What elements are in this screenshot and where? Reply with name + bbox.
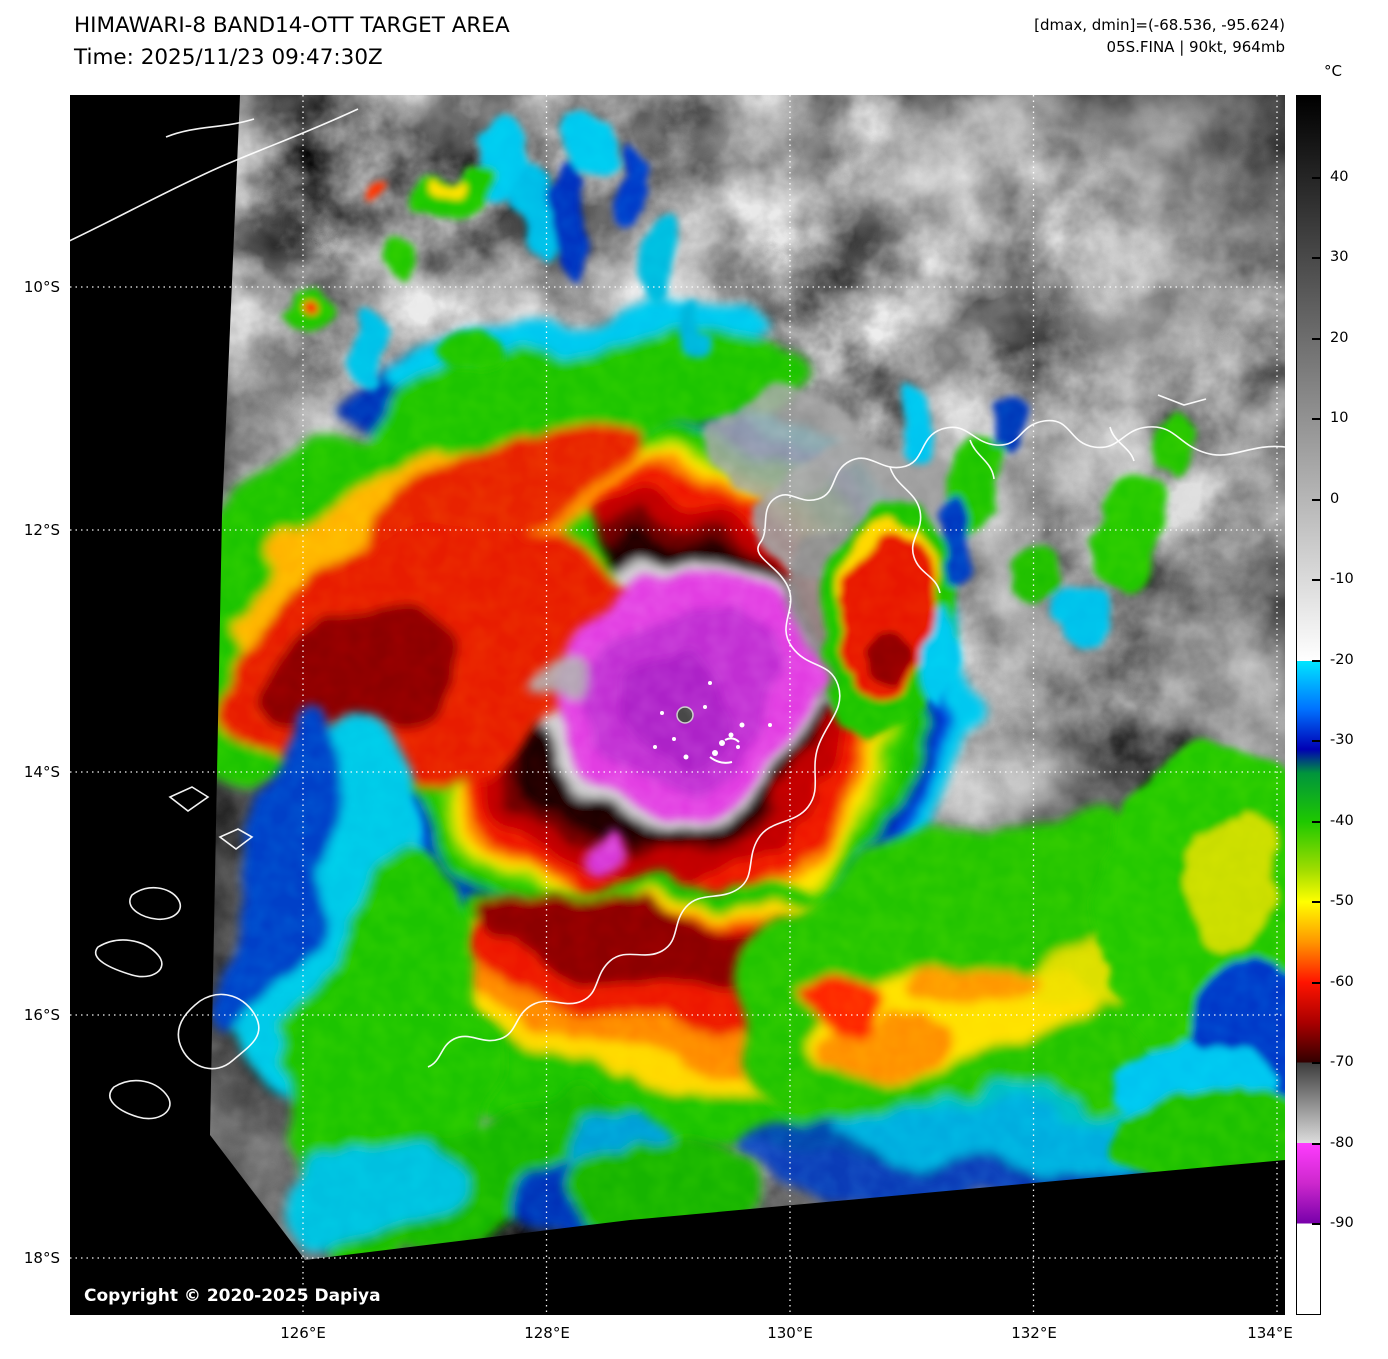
colorbar-tick-mark — [1312, 981, 1320, 984]
colorbar-tick-mark — [1312, 579, 1320, 582]
graticule — [70, 95, 1285, 1315]
coastline-island-small — [165, 118, 255, 138]
copyright-text: Copyright © 2020-2025 Dapiya — [84, 1286, 381, 1306]
page-title: HIMAWARI-8 BAND14-OTT TARGET AREA — [74, 13, 510, 38]
colorbar-tick-mark — [1312, 1062, 1320, 1065]
coastline-peninsula — [889, 466, 941, 594]
coastlines — [70, 108, 1285, 1120]
data-swath — [210, 95, 1285, 1260]
header-readouts: [dmax, dmin]=(-68.536, -95.624) 05S.FINA… — [1034, 14, 1285, 58]
coastline-timor — [70, 108, 359, 242]
lat-tick-label: 14°S — [23, 763, 60, 781]
satellite-image-panel: Copyright © 2020-2025 Dapiya — [70, 95, 1285, 1315]
colorbar-unit-label: °C — [1324, 62, 1342, 80]
lat-tick-label: 10°S — [23, 278, 60, 296]
colorbar-tick-mark — [1312, 901, 1320, 904]
colorbar-tick-mark — [1312, 418, 1320, 421]
lat-tick-label: 18°S — [23, 1249, 60, 1267]
texture-overlay — [210, 95, 1285, 1260]
lon-tick-label: 130°E — [767, 1324, 813, 1342]
colorbar-tick-label: -30 — [1330, 732, 1354, 749]
colorbar-tick-mark — [1312, 337, 1320, 340]
colorbar-tick-mark — [1312, 1223, 1320, 1226]
satellite-svg: Copyright © 2020-2025 Dapiya — [70, 95, 1285, 1315]
lat-tick-label: 16°S — [23, 1006, 60, 1024]
colorbar-tick-label: 20 — [1330, 329, 1349, 346]
lat-tick-label: 12°S — [23, 521, 60, 539]
colorbar-tick-mark — [1312, 176, 1320, 179]
coastline-inlet-2 — [1109, 426, 1135, 462]
colorbar-tick-mark — [1312, 740, 1320, 743]
colorbar-tick-label: -20 — [1330, 651, 1354, 668]
colorbar-tick-mark — [1312, 1142, 1320, 1145]
lon-tick-label: 128°E — [524, 1324, 570, 1342]
colorbar-tick-label: -60 — [1330, 973, 1354, 990]
dmax-dmin-readout: [dmax, dmin]=(-68.536, -95.624) — [1034, 16, 1285, 34]
coastline-inlet-1 — [969, 439, 995, 480]
colorbar-tick-label: -80 — [1330, 1134, 1354, 1151]
colorbar-tick-label: 0 — [1330, 490, 1340, 507]
colorbar-tick-label: -70 — [1330, 1054, 1354, 1071]
coastline-archipelago — [94, 786, 260, 1120]
storm-intensity-readout: 05S.FINA | 90kt, 964mb — [1106, 38, 1285, 56]
coastline-australia — [427, 419, 1285, 1068]
lon-tick-label: 132°E — [1011, 1324, 1057, 1342]
colorbar-tick-label: 40 — [1330, 168, 1349, 185]
colorbar — [1296, 95, 1321, 1315]
colorbar-tick-label: 30 — [1330, 249, 1349, 266]
colorbar-tick-mark — [1312, 820, 1320, 823]
timestamp: Time: 2025/11/23 09:47:30Z — [74, 45, 383, 70]
colorbar-tick-label: 10 — [1330, 410, 1349, 427]
colorbar-tick-label: -50 — [1330, 893, 1354, 910]
colorbar-tick-label: -40 — [1330, 812, 1354, 829]
lon-tick-label: 134°E — [1247, 1324, 1293, 1342]
colorbar-tick-mark — [1312, 257, 1320, 260]
colorbar-tick-mark — [1312, 659, 1320, 662]
lon-tick-label: 126°E — [280, 1324, 326, 1342]
colorbar-tick-mark — [1312, 498, 1320, 501]
colorbar-tick-label: -90 — [1330, 1215, 1354, 1232]
coastline-islet-ne — [1157, 394, 1207, 406]
colorbar-tick-label: -10 — [1330, 571, 1354, 588]
